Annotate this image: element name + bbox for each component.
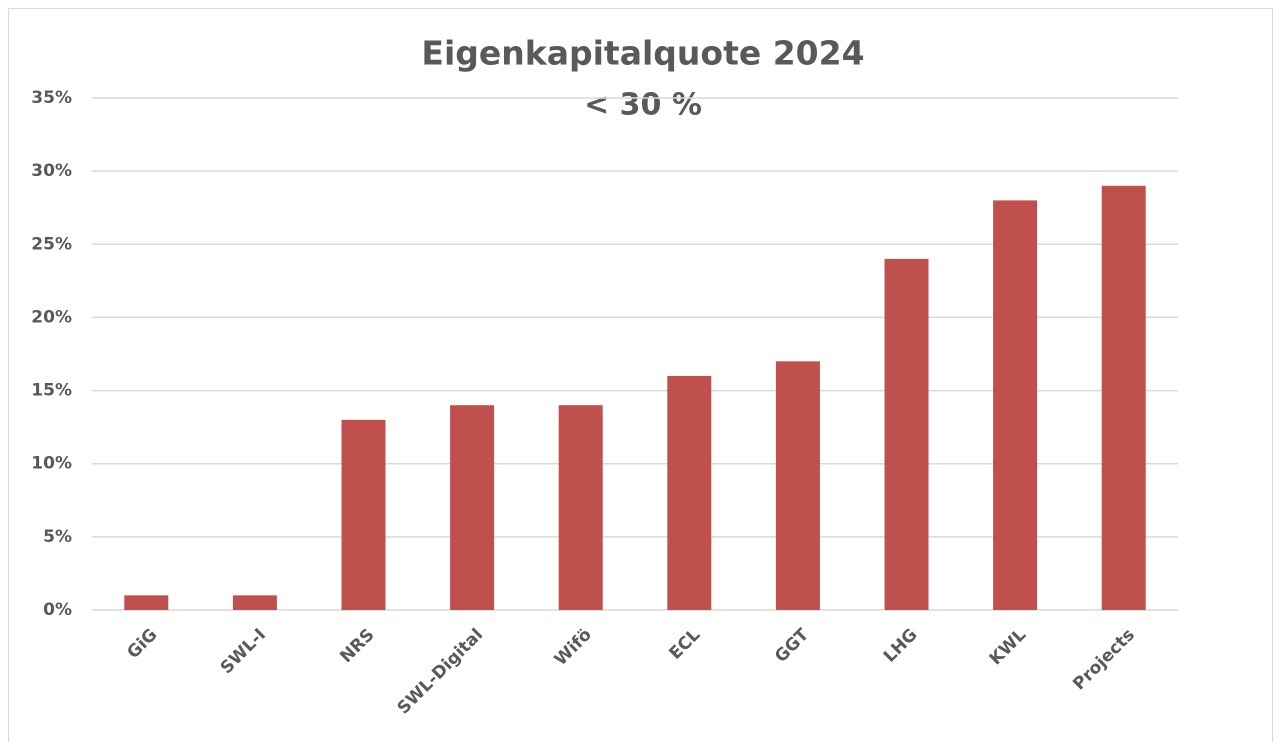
bar: [450, 405, 495, 610]
bar: [341, 419, 386, 610]
y-tick-label: 5%: [43, 527, 72, 547]
bar: [1101, 185, 1146, 610]
bar: [993, 200, 1038, 610]
y-tick-label: 15%: [31, 381, 72, 401]
x-tick-label: SWL-I: [217, 625, 270, 678]
bar: [124, 595, 169, 610]
x-tick-label: KWL: [986, 625, 1030, 669]
y-tick-label: 35%: [31, 88, 72, 108]
bar: [232, 595, 277, 610]
bar: [775, 361, 820, 610]
x-tick-label: GGT: [771, 625, 813, 667]
x-tick-label: NRS: [336, 625, 378, 667]
y-tick-label: 25%: [31, 234, 72, 254]
chart-subtitle: < 30 %: [584, 88, 702, 123]
bar: [667, 375, 712, 610]
x-tick-label: ECL: [666, 625, 705, 664]
x-tick-label: SWL-Digital: [394, 625, 488, 719]
x-tick-label: LHG: [880, 625, 922, 667]
bar: [558, 405, 603, 610]
bar: [884, 258, 929, 610]
y-tick-label: 10%: [31, 454, 72, 474]
x-tick-label: GiG: [123, 625, 161, 663]
x-tick-label: Projects: [1069, 625, 1138, 694]
y-tick-label: 0%: [43, 600, 72, 620]
x-tick-label: Wifö: [551, 625, 596, 670]
chart-border: [8, 8, 1273, 742]
y-tick-label: 20%: [31, 307, 72, 327]
y-tick-label: 30%: [31, 161, 72, 181]
chart-title: Eigenkapitalquote 2024: [421, 34, 864, 73]
